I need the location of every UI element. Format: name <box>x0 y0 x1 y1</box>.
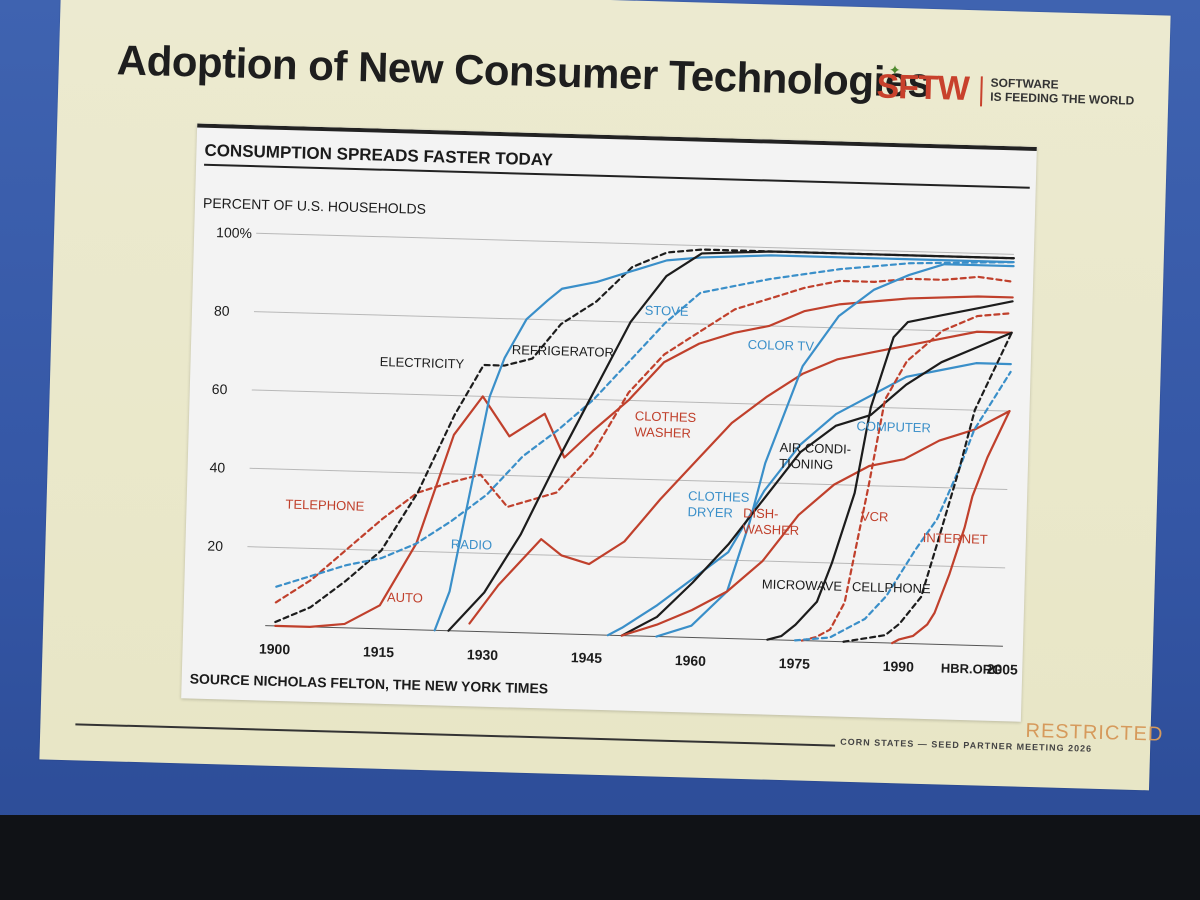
grid-line <box>249 467 1008 490</box>
series-label-line: MICROWAVE <box>762 577 843 594</box>
series-label-refrigerator: REFRIGERATOR <box>512 342 614 360</box>
series-label-electricity: ELECTRICITY <box>379 354 464 371</box>
y-tick-label: 40 <box>209 459 225 475</box>
x-tick-label: 1960 <box>675 652 707 669</box>
series-label-line: WASHER <box>634 424 691 441</box>
series-line-clothes-washer <box>468 330 1013 625</box>
series-line-radio <box>433 254 1015 632</box>
chart-card: CONSUMPTION SPREADS FASTER TODAY PERCENT… <box>181 123 1037 722</box>
series-label-color-tv: COLOR TV <box>748 337 815 354</box>
series-label-vcr: VCR <box>861 509 889 525</box>
chart-title: CONSUMPTION SPREADS FASTER TODAY <box>204 141 554 170</box>
series-label-telephone: TELEPHONE <box>285 497 364 514</box>
series-line-telephone <box>274 275 1015 604</box>
series-label-line: COLOR TV <box>748 337 815 354</box>
presentation-slide: Adoption of New Consumer Technologies SF… <box>39 0 1171 791</box>
x-tick-labels: 1900 1915 1930 1945 1960 1975 1990 2005 <box>259 640 1019 677</box>
series-label-line: CLOTHES <box>635 408 697 425</box>
series-label-line: AIR CONDI- <box>779 440 851 457</box>
series-label-line: WASHER <box>742 521 799 538</box>
x-tick-label: 2005 <box>986 661 1018 678</box>
y-tick-labels: 100% 80 60 40 20 <box>207 224 252 554</box>
grid-line <box>256 232 1014 255</box>
series-label-stove: STOVE <box>644 303 689 319</box>
series-lines <box>274 248 1015 645</box>
series-label-line: STOVE <box>644 303 689 319</box>
series-label-internet: INTERNET <box>923 530 988 547</box>
series-label-line: TELEPHONE <box>285 497 364 514</box>
y-axis-label: PERCENT OF U.S. HOUSEHOLDS <box>203 195 426 217</box>
line-chart: CONSUMPTION SPREADS FASTER TODAY PERCENT… <box>189 123 1037 697</box>
restricted-label: RESTRICTED <box>1025 719 1164 746</box>
series-line-color-tv <box>655 263 1015 638</box>
series-line-clothes-dryer <box>606 362 1012 637</box>
slide-title: Adoption of New Consumer Technologies <box>116 36 932 106</box>
x-tick-label: 1945 <box>571 649 603 666</box>
room-floor <box>0 815 1200 900</box>
series-line-dishwasher <box>620 410 1011 637</box>
x-tick-label: 1975 <box>779 655 811 672</box>
series-label-line: RADIO <box>451 536 493 552</box>
x-tick-label: 1900 <box>259 640 291 657</box>
logo-tagline-line2: IS FEEDING THE WORLD <box>990 89 1135 108</box>
series-label-line: AUTO <box>387 590 423 606</box>
series-line-internet <box>890 410 1011 645</box>
x-tick-label: 1915 <box>363 643 395 660</box>
sparkle-icon: ✦ <box>888 61 901 79</box>
series-line-air-conditioning <box>620 331 1013 637</box>
logo-divider <box>979 76 983 107</box>
series-label-line: DISH- <box>743 505 779 521</box>
series-label-line: ELECTRICITY <box>379 354 464 371</box>
source-label: SOURCE NICHOLAS FELTON, THE NEW YORK TIM… <box>189 671 548 697</box>
grid-line <box>247 546 1006 569</box>
series-label-line: DRYER <box>687 504 733 520</box>
logo-tagline: SOFTWARE IS FEEDING THE WORLD <box>990 76 1135 108</box>
x-tick-label: 1930 <box>467 646 499 663</box>
series-label-clothes-washer: CLOTHESWASHER <box>634 408 697 441</box>
x-axis-line <box>265 625 1003 647</box>
series-line-auto <box>274 295 1014 628</box>
series-labels: TELEPHONE AUTO ELECTRICITY RADIO STOVE REFRIG… <box>285 303 988 606</box>
y-tick-label: 100% <box>216 224 252 241</box>
sftw-logo: SFTW ✦ SOFTWARE IS FEEDING THE WORLD <box>876 62 1134 113</box>
series-label-line: TIONING <box>779 456 834 473</box>
series-label-line: REFRIGERATOR <box>512 342 614 360</box>
series-label-computer: COMPUTER <box>856 418 931 435</box>
x-tick-label: 1990 <box>883 658 915 675</box>
series-label-dishwasher: DISH-WASHER <box>742 505 799 538</box>
series-line-stove <box>275 261 1015 588</box>
grid-line <box>251 389 1010 412</box>
series-label-line: COMPUTER <box>856 418 931 435</box>
series-label-microwave: MICROWAVE <box>762 577 843 594</box>
series-label-line: VCR <box>861 509 889 525</box>
chart-title-rule <box>204 163 1030 189</box>
series-label-clothes-dryer: CLOTHESDRYER <box>687 488 750 521</box>
series-label-line: CLOTHES <box>688 488 750 505</box>
series-label-air-conditioning: AIR CONDI-TIONING <box>779 440 851 473</box>
series-label-radio: RADIO <box>451 536 493 552</box>
y-tick-label: 60 <box>212 381 228 397</box>
grid-line <box>253 311 1012 334</box>
series-label-cellphone: CELLPHONE <box>852 579 931 596</box>
footer-rule <box>75 723 836 747</box>
chart-top-rule <box>197 123 1037 151</box>
series-line-vcr <box>800 312 1014 642</box>
series-line-refrigerator <box>447 250 1015 632</box>
y-tick-label: 80 <box>214 302 230 318</box>
series-line-computer <box>793 370 1012 642</box>
grid-lines <box>247 232 1014 647</box>
series-line-cellphone <box>842 331 1013 643</box>
series-line-microwave <box>766 300 1014 641</box>
y-tick-label: 20 <box>207 538 223 554</box>
series-label-line: CELLPHONE <box>852 579 931 596</box>
credit-label: HBR.ORG <box>941 660 1003 677</box>
series-label-line: INTERNET <box>923 530 988 547</box>
series-label-auto: AUTO <box>387 590 423 606</box>
